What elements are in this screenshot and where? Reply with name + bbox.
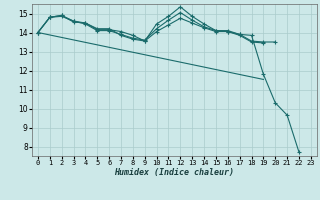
X-axis label: Humidex (Indice chaleur): Humidex (Indice chaleur) — [115, 168, 234, 177]
